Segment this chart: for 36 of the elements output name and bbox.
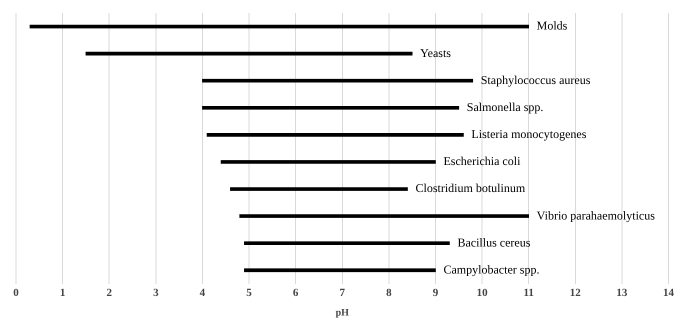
y-tick-label: Listeria monocytogenes	[471, 127, 587, 142]
x-tick-label: 8	[386, 287, 392, 300]
y-tick-label: Campylobacter spp.	[443, 262, 540, 276]
bar	[206, 133, 464, 137]
bar	[239, 214, 530, 218]
bar	[244, 268, 436, 272]
x-tick-label: 1	[60, 287, 66, 300]
x-tick-label: 14	[663, 287, 674, 300]
y-tick-label: Salmonella spp.	[466, 100, 544, 114]
y-tick-label: Bacillus cereus	[457, 235, 531, 250]
x-axis-title: pH	[336, 308, 350, 319]
bar	[230, 187, 408, 191]
y-tick-label: Vibrio parahaemolyticus	[536, 208, 656, 222]
y-tick-label: Molds	[536, 18, 568, 33]
x-tick-label: 4	[200, 287, 206, 300]
x-tick-label: 7	[340, 287, 346, 300]
x-tick-label: 10	[476, 287, 488, 300]
x-tick-label: 2	[106, 287, 112, 300]
x-tick-label: 13	[616, 287, 628, 300]
x-tick-label: 6	[292, 287, 299, 300]
y-tick-label: Yeasts	[420, 46, 452, 60]
x-tick-label: 0	[13, 287, 20, 300]
bar	[220, 160, 436, 164]
x-tick-label: 9	[432, 287, 439, 300]
x-tick-label: 5	[246, 287, 252, 300]
y-tick-label: Escherichia coli	[443, 154, 522, 168]
bar	[30, 24, 530, 28]
bar	[86, 52, 412, 56]
bar	[202, 78, 474, 83]
x-tick-label: 12	[570, 287, 582, 300]
x-tick-label: 3	[153, 287, 160, 300]
y-tick-label: Clostridium botulinum	[416, 181, 526, 196]
y-tick-label: Staphylococcus aureus	[480, 72, 591, 87]
bar	[244, 241, 450, 246]
x-tick-label: 11	[523, 287, 534, 300]
bar	[202, 106, 460, 110]
